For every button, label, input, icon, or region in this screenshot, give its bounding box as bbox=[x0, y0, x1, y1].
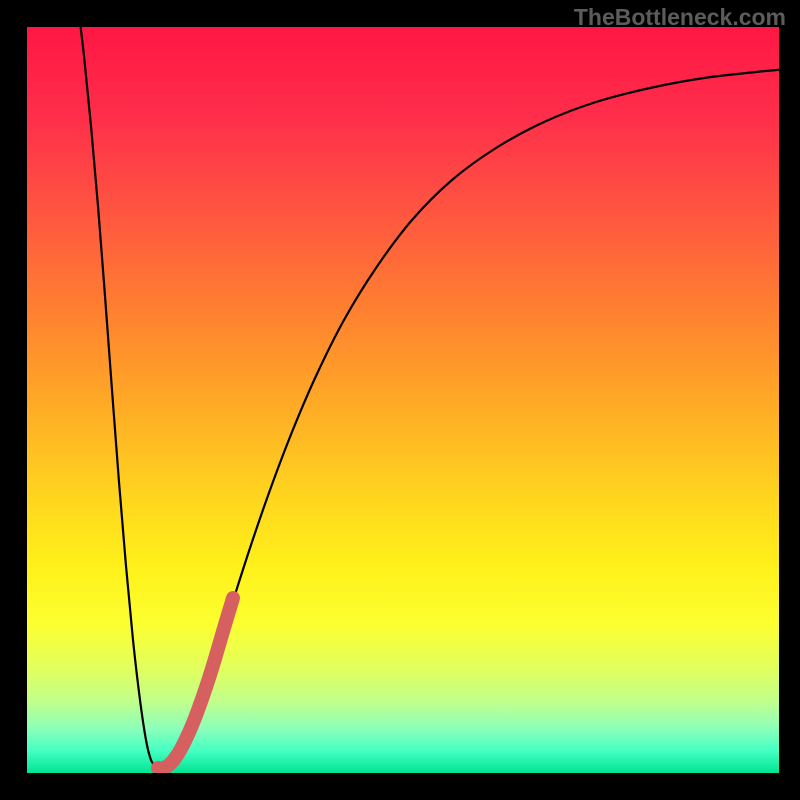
watermark-text: TheBottleneck.com bbox=[574, 4, 786, 31]
gradient-background bbox=[27, 27, 779, 773]
plot-area bbox=[27, 27, 779, 773]
plot-svg bbox=[27, 27, 779, 773]
chart-container: TheBottleneck.com bbox=[0, 0, 800, 800]
